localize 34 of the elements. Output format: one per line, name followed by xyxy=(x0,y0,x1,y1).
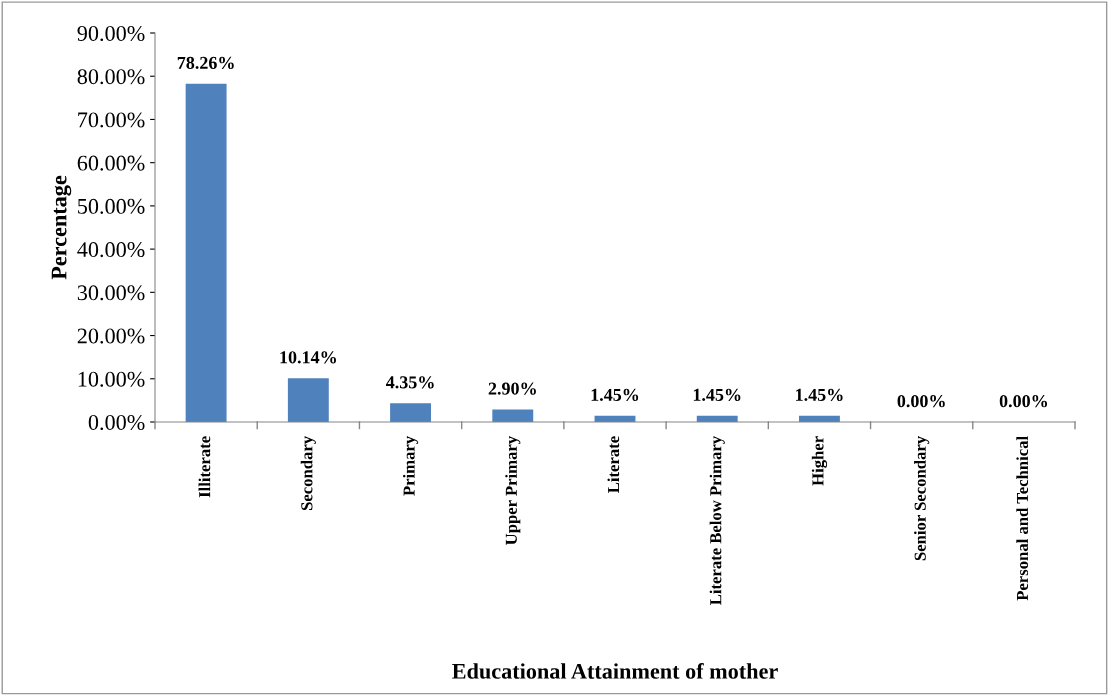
x-tick-label: Upper Primary xyxy=(505,436,521,545)
data-label: 0.00% xyxy=(999,395,1048,408)
y-axis-title: Percentage xyxy=(51,175,72,280)
y-tick-label: 60.00% xyxy=(77,155,145,171)
data-label: 78.26% xyxy=(177,56,234,70)
y-tick-label: 70.00% xyxy=(78,112,145,128)
data-label: 0.00% xyxy=(897,395,945,408)
y-tick-label: 50.00% xyxy=(78,198,145,214)
data-label: 1.45% xyxy=(796,388,843,402)
data-label: 2.90% xyxy=(488,382,536,395)
data-label: 4.35% xyxy=(385,376,434,389)
y-tick-label: 90.00% xyxy=(77,25,145,42)
data-label: 1.45% xyxy=(591,388,639,402)
x-tick-label: Secondary xyxy=(300,436,316,510)
y-tick-label: 10.00% xyxy=(78,371,145,387)
data-label: 1.45% xyxy=(693,388,741,402)
y-tick-label: 40.00% xyxy=(77,242,145,258)
y-tick-label: 80.00% xyxy=(77,69,145,85)
x-tick-label: Personal and Technical xyxy=(1016,436,1029,601)
x-tick-label: Higher xyxy=(811,436,828,486)
x-tick-label: Illiterate xyxy=(198,436,211,498)
bar xyxy=(287,378,329,422)
data-label: 10.14% xyxy=(280,351,336,364)
y-tick-label: 0.00% xyxy=(88,414,145,431)
x-tick-label: Literate xyxy=(607,436,620,493)
y-tick-label: 30.00% xyxy=(77,285,145,301)
x-tick-label: Senior Secondary xyxy=(914,436,930,561)
bar xyxy=(185,83,227,422)
x-tick-label: Literate Below Primary xyxy=(709,436,725,605)
bar xyxy=(390,403,431,422)
y-tick-label: 20.00% xyxy=(77,328,145,344)
x-tick-label: Primary xyxy=(402,436,419,496)
bar xyxy=(492,409,534,422)
x-axis-title: Educational Attainment of mother xyxy=(452,662,778,679)
